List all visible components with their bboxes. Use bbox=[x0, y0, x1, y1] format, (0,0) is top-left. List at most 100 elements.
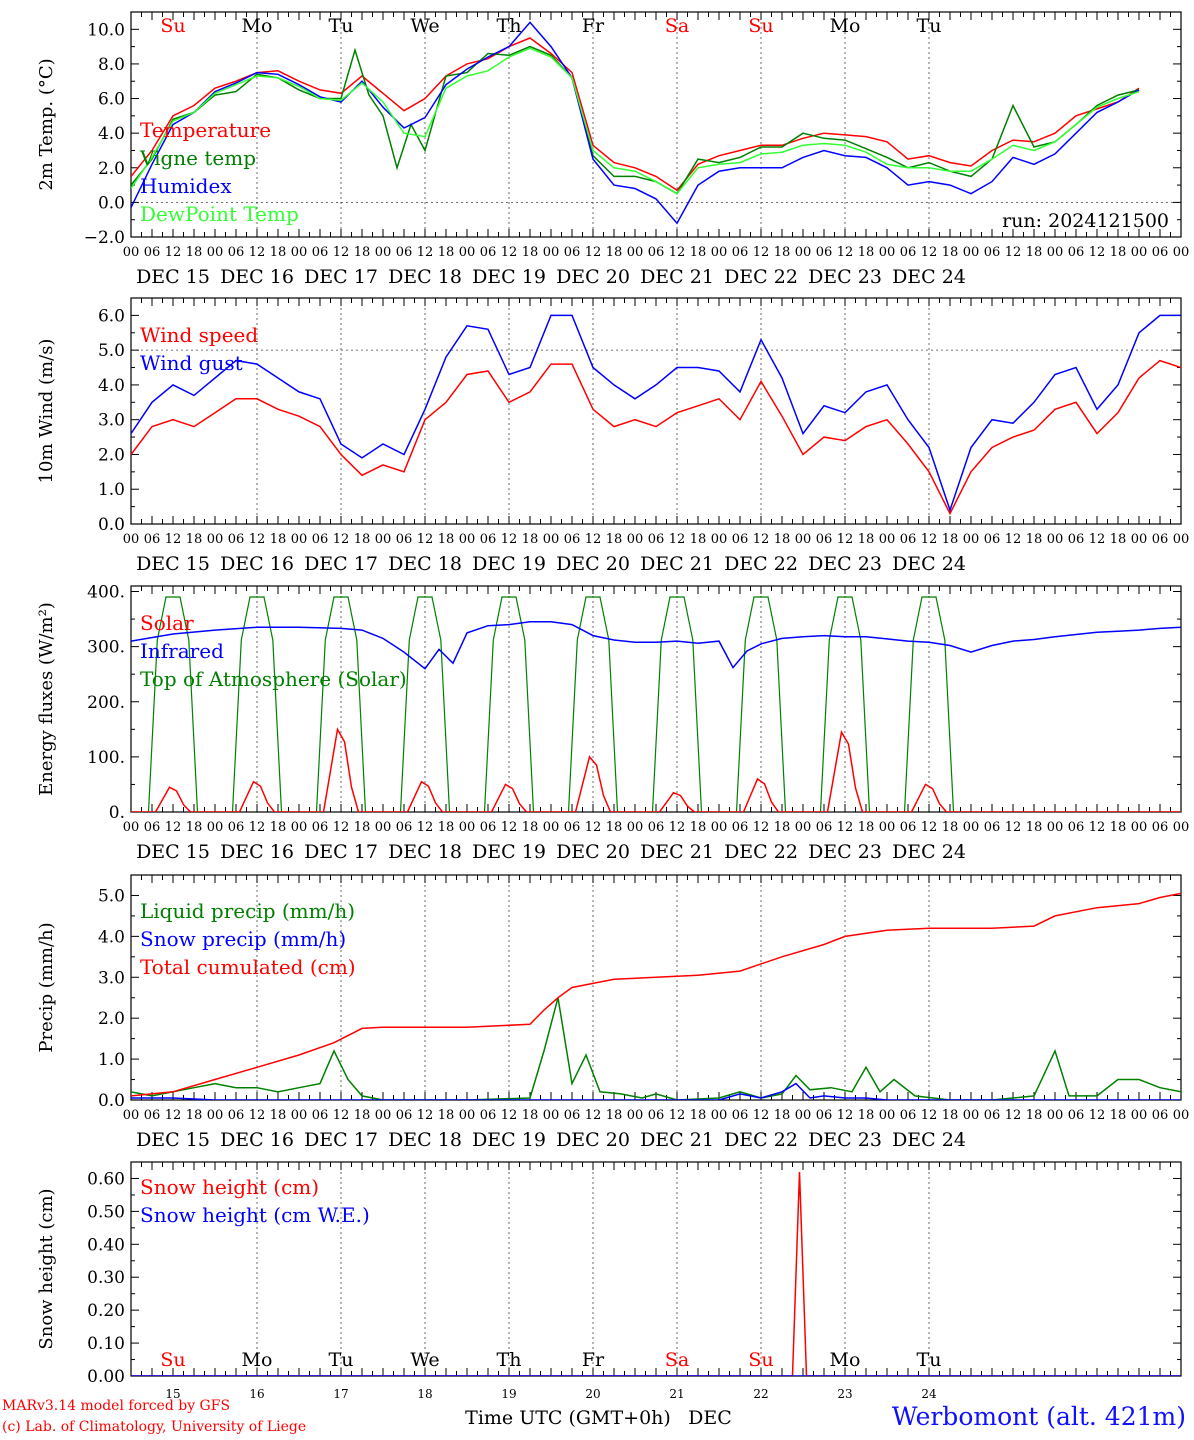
day-number-label: 24 bbox=[921, 1387, 937, 1401]
hour-label: 00 bbox=[123, 532, 140, 547]
hour-label: 00 bbox=[963, 820, 980, 835]
hour-label: 00 bbox=[1173, 532, 1190, 547]
hour-label: 06 bbox=[1068, 1108, 1085, 1123]
hour-label: 06 bbox=[1152, 1108, 1169, 1123]
panel-4: 0.0 1.0 2.0 3.0 4.0 5.0 Precip (mm/h) 00 06 12 18 0… bbox=[36, 874, 1189, 1151]
hour-label: 18 bbox=[690, 1108, 707, 1123]
hour-label: 00 bbox=[963, 1108, 980, 1123]
hour-label: 18 bbox=[354, 245, 371, 260]
hour-label: 00 bbox=[627, 245, 644, 260]
legend-entry: Snow height (cm W.E.) bbox=[140, 1203, 370, 1227]
y-tick-label: 200. bbox=[87, 693, 125, 713]
y-tick-label: 10.0 bbox=[87, 20, 125, 40]
hour-label: 18 bbox=[186, 1108, 203, 1123]
hour-label: 00 bbox=[795, 245, 812, 260]
hour-label: 06 bbox=[144, 1108, 161, 1123]
hour-label: 00 bbox=[543, 532, 560, 547]
y-tick-label: 0.40 bbox=[87, 1235, 125, 1255]
hour-label: 12 bbox=[837, 1108, 854, 1123]
series-line bbox=[131, 21, 1140, 225]
hour-label: 00 bbox=[543, 820, 560, 835]
weekday-label: Mo bbox=[830, 15, 861, 37]
hour-label: 00 bbox=[291, 820, 308, 835]
hour-label: 18 bbox=[690, 820, 707, 835]
hour-label: 00 bbox=[459, 532, 476, 547]
weekday-label: Fr bbox=[582, 1349, 605, 1371]
hour-label: 18 bbox=[270, 532, 287, 547]
date-label: DEC 24 bbox=[892, 266, 966, 288]
hour-label: 06 bbox=[900, 245, 917, 260]
day-number-label: 19 bbox=[501, 1387, 516, 1401]
hour-label: 18 bbox=[354, 820, 371, 835]
y-tick-label: 0.50 bbox=[87, 1202, 125, 1222]
hour-label: 00 bbox=[123, 820, 140, 835]
hour-label: 12 bbox=[669, 820, 686, 835]
legend-entry: Snow precip (mm/h) bbox=[140, 927, 346, 951]
hour-label: 00 bbox=[207, 1108, 224, 1123]
hour-label: 12 bbox=[585, 532, 602, 547]
hour-label: 18 bbox=[1110, 532, 1127, 547]
weekday-label: Su bbox=[748, 1349, 773, 1371]
hour-label: 12 bbox=[921, 1108, 938, 1123]
series-line bbox=[131, 359, 1181, 516]
hour-label: 12 bbox=[837, 245, 854, 260]
hour-label: 12 bbox=[837, 820, 854, 835]
weekday-label: Mo bbox=[242, 15, 273, 37]
hour-label: 18 bbox=[1026, 1108, 1043, 1123]
date-label: DEC 24 bbox=[892, 553, 966, 575]
hour-label: 12 bbox=[921, 245, 938, 260]
hour-label: 00 bbox=[879, 820, 896, 835]
hour-label: 18 bbox=[774, 820, 791, 835]
hour-label: 06 bbox=[396, 245, 413, 260]
hour-label: 12 bbox=[1005, 532, 1022, 547]
hour-label: 18 bbox=[1026, 532, 1043, 547]
hour-label: 00 bbox=[459, 1108, 476, 1123]
hour-label: 06 bbox=[1152, 532, 1169, 547]
date-label: DEC 19 bbox=[472, 841, 546, 863]
hour-label: 06 bbox=[228, 245, 245, 260]
hour-label: 12 bbox=[165, 1108, 182, 1123]
hour-label: 06 bbox=[1068, 532, 1085, 547]
hour-label: 06 bbox=[228, 1108, 245, 1123]
hour-label: 18 bbox=[186, 245, 203, 260]
hour-label: 12 bbox=[837, 532, 854, 547]
hour-label: 12 bbox=[501, 1108, 518, 1123]
hour-label: 06 bbox=[312, 245, 329, 260]
hour-label: 06 bbox=[312, 820, 329, 835]
hour-label: 18 bbox=[858, 532, 875, 547]
hour-label: 00 bbox=[375, 1108, 392, 1123]
hour-label: 06 bbox=[312, 532, 329, 547]
hour-label: 00 bbox=[291, 1108, 308, 1123]
series-line bbox=[131, 892, 1181, 1097]
y-tick-label: 2.0 bbox=[98, 445, 125, 465]
hour-label: 00 bbox=[459, 820, 476, 835]
hour-label: 06 bbox=[480, 820, 497, 835]
legend-entry: Solar bbox=[140, 611, 194, 635]
hour-label: 18 bbox=[438, 245, 455, 260]
hour-label: 00 bbox=[1047, 1108, 1064, 1123]
weekday-label: We bbox=[410, 15, 439, 37]
hour-label: 18 bbox=[606, 820, 623, 835]
y-tick-label: 4.0 bbox=[98, 927, 125, 947]
hour-label: 06 bbox=[312, 1108, 329, 1123]
hour-label: 00 bbox=[207, 245, 224, 260]
hour-label: 06 bbox=[648, 820, 665, 835]
weekday-label: Fr bbox=[582, 15, 605, 37]
y-tick-label: 400. bbox=[87, 583, 125, 603]
hour-label: 06 bbox=[900, 820, 917, 835]
date-label: DEC 24 bbox=[892, 1129, 966, 1151]
date-label: DEC 22 bbox=[724, 553, 798, 575]
hour-label: 12 bbox=[753, 245, 770, 260]
date-label: DEC 18 bbox=[388, 553, 462, 575]
date-label: DEC 21 bbox=[640, 553, 714, 575]
x-axis-month: DEC bbox=[688, 1407, 732, 1429]
date-label: DEC 17 bbox=[304, 553, 378, 575]
legend-entry: Top of Atmosphere (Solar) bbox=[140, 667, 407, 691]
date-label: DEC 23 bbox=[808, 841, 882, 863]
date-label: DEC 16 bbox=[220, 841, 294, 863]
hour-label: 12 bbox=[501, 532, 518, 547]
date-label: DEC 20 bbox=[556, 841, 630, 863]
hour-label: 06 bbox=[480, 532, 497, 547]
hour-label: 18 bbox=[774, 245, 791, 260]
hour-label: 00 bbox=[207, 532, 224, 547]
